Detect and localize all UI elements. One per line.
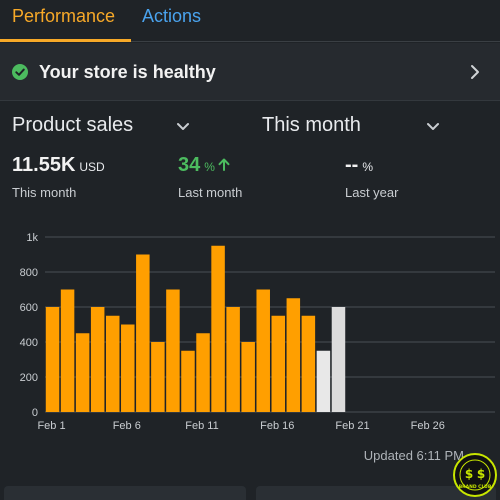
y-tick-label: 1k (26, 232, 38, 244)
metric-last-year: --% Last year (345, 154, 398, 200)
metric-this-month: 11.55K USD This month (12, 154, 105, 200)
y-tick-label: 400 (20, 337, 38, 349)
sales-bar-chart: 0 200 400 600 800 1k Feb 1 Feb 6 Feb 11 Feb 16 Feb… (20, 232, 495, 432)
bar-feb-13[interactable] (226, 307, 240, 412)
x-tick-label: Feb 21 (335, 420, 369, 432)
metric-unit: % (204, 160, 215, 174)
y-tick-label: 600 (20, 302, 38, 314)
bar-feb-5[interactable] (105, 315, 120, 412)
chevron-right-icon (471, 65, 479, 79)
x-tick-label: Feb 16 (260, 420, 294, 432)
y-tick-label: 800 (20, 267, 38, 279)
chevron-down-icon (427, 123, 439, 130)
metric-label: Last month (178, 185, 243, 200)
metric-value: --% (345, 154, 373, 176)
tab-performance[interactable]: Performance (12, 6, 116, 26)
svg-text:$: $ (465, 467, 473, 481)
bar-feb-9[interactable] (166, 289, 180, 413)
active-tab-indicator (0, 39, 131, 42)
updated-timestamp: Updated 6:11 PM (363, 448, 464, 463)
bar-feb-14[interactable] (241, 342, 255, 412)
y-tick-label: 0 (32, 407, 38, 419)
arrow-up-icon (218, 158, 230, 171)
tab-actions[interactable]: Actions (142, 6, 202, 26)
tab-bar: Performance Actions (0, 0, 500, 42)
metric-unit: % (362, 160, 373, 174)
x-tick-label: Feb 1 (37, 420, 65, 432)
metric-last-month: 34% Last month (178, 154, 242, 200)
bar-feb-19[interactable] (316, 350, 331, 412)
metric-label: This month (12, 185, 77, 200)
metric-label: Last year (345, 185, 399, 200)
next-card (256, 486, 496, 500)
x-tick-label: Feb 26 (411, 420, 445, 432)
bar-feb-10[interactable] (181, 350, 195, 412)
bar-feb-15[interactable] (256, 289, 270, 413)
bar-feb-12[interactable] (211, 245, 225, 412)
y-tick-label: 200 (20, 372, 38, 384)
bar-feb-6[interactable] (121, 324, 135, 413)
bar-feb-8[interactable] (151, 342, 165, 412)
bar-feb-16[interactable] (271, 315, 286, 412)
bar-feb-4[interactable] (90, 307, 105, 412)
x-tick-label: Feb 11 (185, 420, 218, 432)
metric-unit: USD (79, 160, 105, 174)
bar-feb-7[interactable] (136, 254, 150, 413)
bar-feb-2[interactable] (60, 289, 75, 413)
brand-club-logo: $ $ BRAND CLUB (453, 453, 497, 497)
bar-feb-1[interactable] (45, 307, 60, 412)
metric-value: 11.55K USD (12, 154, 105, 176)
bar-feb-3[interactable] (75, 333, 90, 412)
svg-text:BRAND CLUB: BRAND CLUB (459, 484, 492, 490)
x-tick-label: Feb 6 (113, 420, 141, 432)
metric-dropdown-label: Product sales (12, 114, 134, 136)
next-card (4, 486, 246, 500)
bar-feb-11[interactable] (196, 333, 210, 412)
svg-text:$: $ (477, 467, 485, 481)
chevron-down-icon (177, 123, 189, 130)
store-health-row[interactable]: Your store is healthy (0, 43, 500, 101)
metric-value: 34% (178, 154, 242, 177)
period-dropdown[interactable]: This month (262, 110, 442, 144)
metric-dropdown[interactable]: Product sales (12, 110, 192, 144)
store-health-title: Your store is healthy (39, 62, 216, 82)
bar-feb-20[interactable] (331, 307, 346, 412)
period-dropdown-label: This month (262, 114, 361, 136)
bar-feb-17[interactable] (286, 298, 301, 412)
check-circle-icon (12, 64, 28, 80)
bar-feb-18[interactable] (301, 315, 316, 412)
